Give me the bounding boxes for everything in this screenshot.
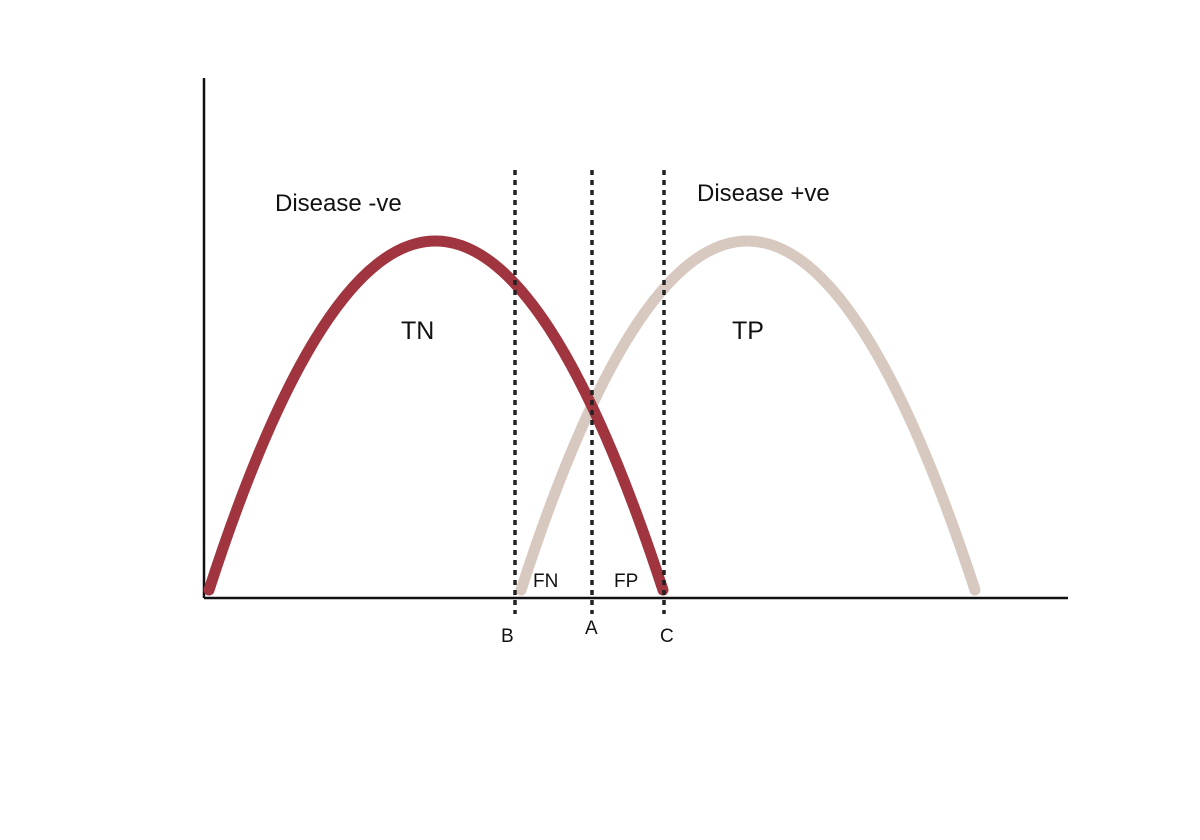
false-positive-label: FP: [614, 571, 638, 592]
disease-positive-curve: [515, 235, 981, 596]
disease-positive-label: Disease +ve: [697, 180, 830, 207]
cutoff-label-b: B: [501, 626, 514, 647]
disease-negative-curve: [203, 235, 669, 596]
true-positive-label: TP: [732, 317, 764, 345]
true-negative-label: TN: [401, 317, 434, 345]
false-negative-label: FN: [533, 571, 558, 592]
disease-negative-label: Disease -ve: [275, 190, 402, 217]
cutoff-label-c: C: [660, 626, 674, 647]
cutoff-label-a: A: [585, 618, 598, 639]
